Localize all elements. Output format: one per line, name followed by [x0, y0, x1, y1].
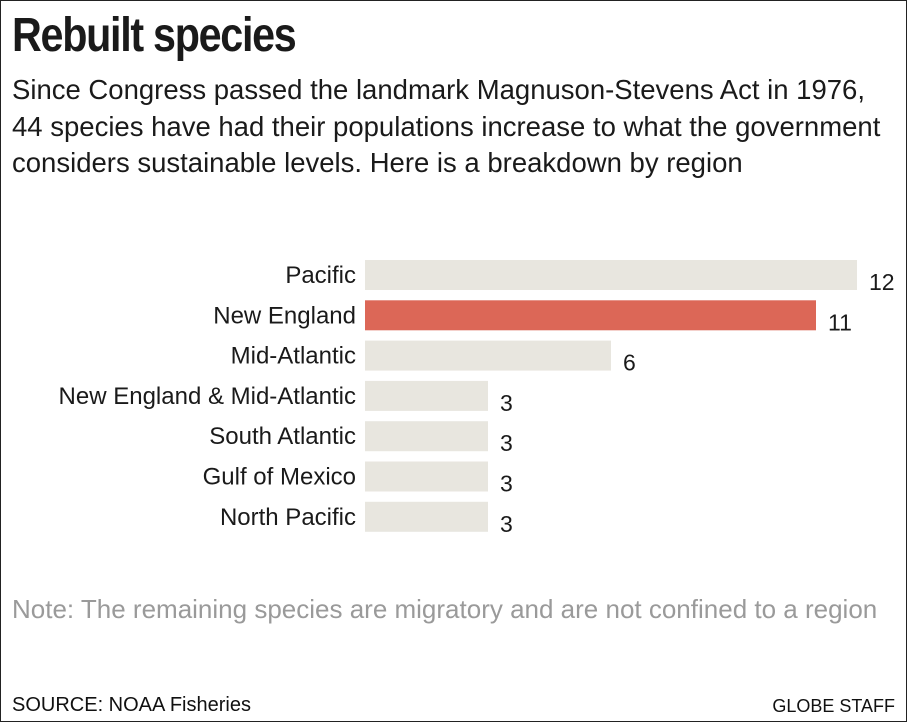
staff-credit: GLOBE STAFF	[772, 696, 895, 716]
bar-gulf-of-mexico	[365, 461, 488, 492]
category-label-south-atlantic: South Atlantic	[209, 423, 356, 450]
bar-pacific	[365, 260, 857, 290]
value-label-mid-atlantic: 6	[623, 350, 636, 376]
bar-new-england-and-mid-atlantic	[365, 380, 488, 411]
bar-chart: Pacific 12 New England 11 Mid-Atlantic 6 New E…	[59, 260, 895, 537]
bar-new-england	[365, 300, 816, 331]
value-label-south-atlantic: 3	[500, 430, 513, 456]
bar-north-pacific	[365, 501, 488, 532]
value-label-pacific: 12	[869, 269, 895, 295]
bar-south-atlantic	[365, 421, 488, 452]
category-label-gulf-of-mexico: Gulf of Mexico	[203, 464, 356, 491]
category-label-north-pacific: North Pacific	[220, 504, 356, 531]
value-label-gulf-of-mexico: 3	[500, 471, 513, 497]
category-label-mid-atlantic: Mid-Atlantic	[231, 343, 356, 370]
value-label-new-england-and-mid-atlantic: 3	[500, 390, 513, 416]
category-label-new-england: New England	[213, 302, 356, 329]
chart-note: Note: The remaining species are migrator…	[12, 594, 878, 624]
value-label-new-england: 11	[828, 309, 852, 335]
chart-title: Rebuilt species	[12, 9, 297, 62]
category-label-new-england-and-mid-atlantic: New England & Mid-Atlantic	[59, 383, 356, 410]
chart-subtitle: Since Congress passed the landmark Magnu…	[12, 74, 881, 178]
category-label-pacific: Pacific	[285, 262, 356, 289]
source-credit: SOURCE: NOAA Fisheries	[12, 694, 251, 716]
bar-mid-atlantic	[365, 340, 611, 371]
value-label-north-pacific: 3	[500, 511, 513, 537]
